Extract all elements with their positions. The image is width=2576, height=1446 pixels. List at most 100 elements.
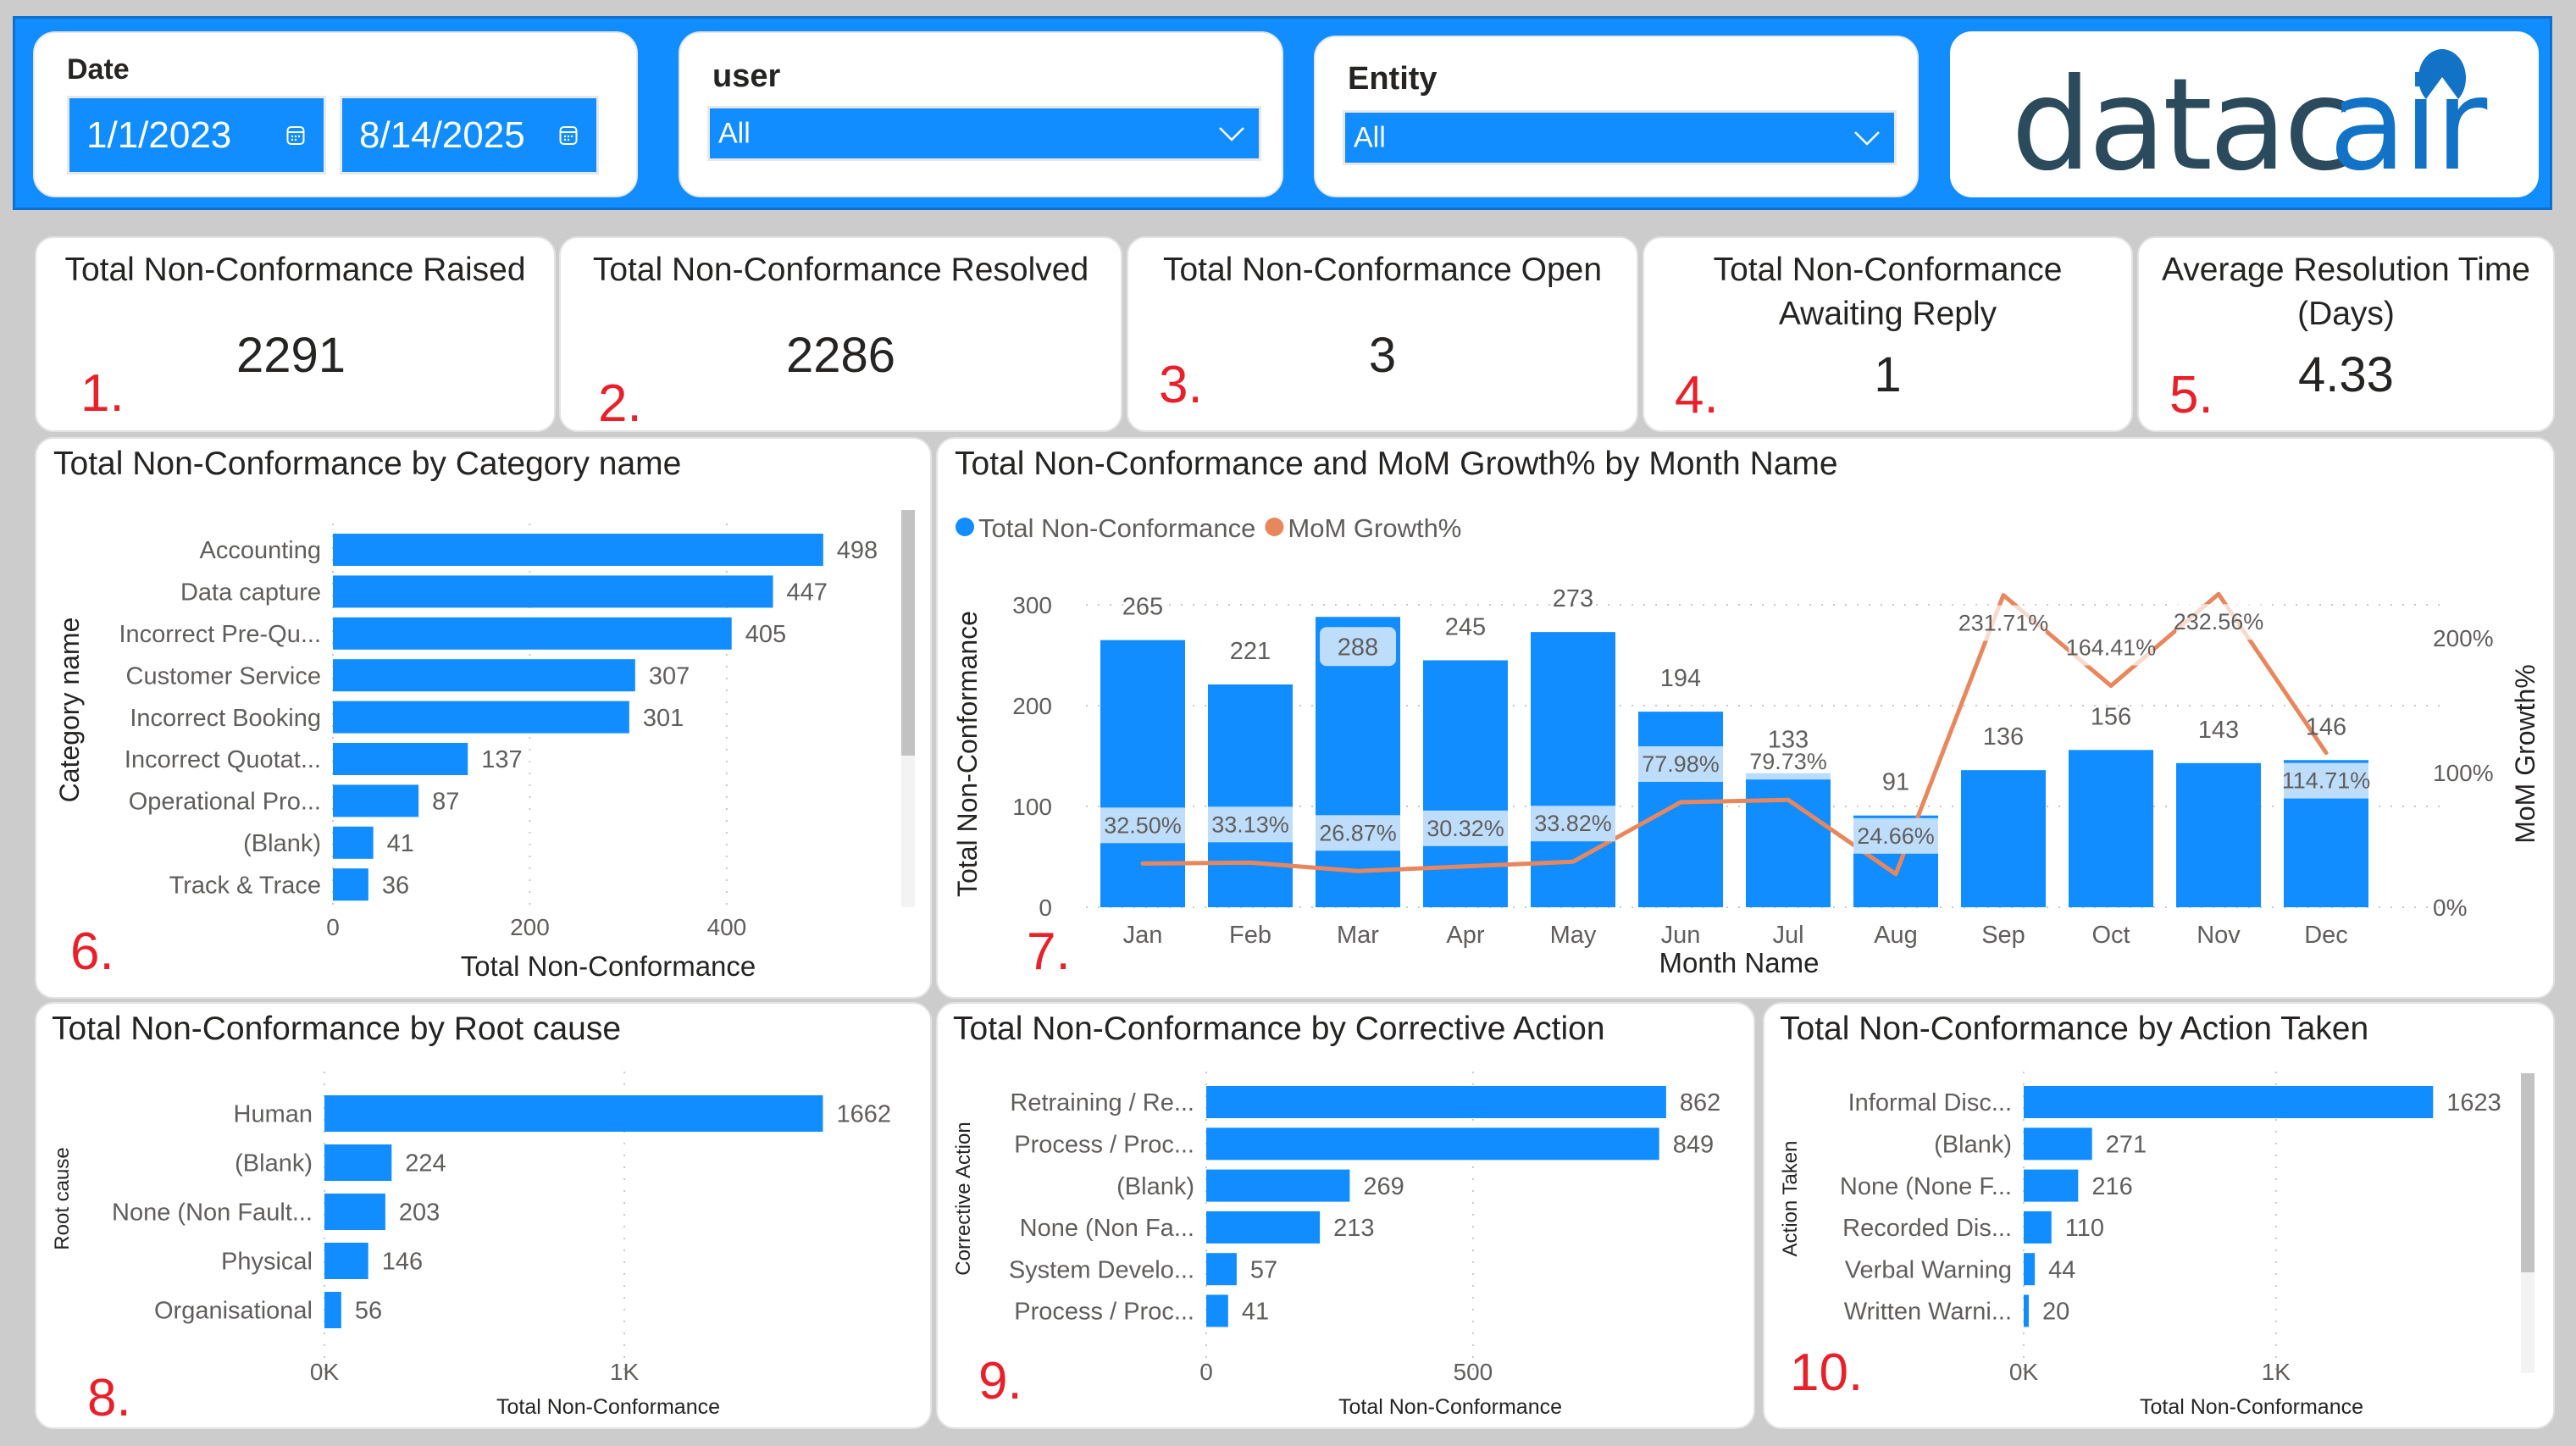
x-tick-label: Feb [1229,922,1271,949]
data-label: 213 [1333,1215,1374,1242]
chevron-down-icon[interactable] [1216,124,1247,144]
data-label-background [1316,815,1400,851]
entity-slicer-title: Entity [1348,61,1438,97]
data-label-background [1423,810,1508,846]
entity-slicer: Entity All [1314,36,1919,197]
x-tick-label: 0 [1199,1359,1213,1385]
data-label: 56 [355,1298,382,1325]
end-date-input[interactable]: 8/14/2025 [340,96,599,175]
data-label: 862 [1680,1089,1720,1116]
end-date-value: 8/14/2025 [359,114,525,156]
bar [2024,1253,2036,1286]
kpi-value: 4.33 [2298,347,2394,402]
user-slicer: user All [679,31,1283,197]
bar [333,784,419,817]
data-label-background [1853,817,1938,854]
category-label: Written Warni... [1844,1299,2012,1326]
y-tick-label: 0 [1039,895,1052,921]
kpi-title: Total Non-Conformance Open [1162,252,1603,288]
start-date-value: 1/1/2023 [86,114,232,156]
category-label: System Develo... [1009,1256,1194,1283]
kpi-card-raised: Total Non-Conformance Raised 2291 1. [35,236,556,432]
bar [324,1095,823,1132]
bar-data-label: 136 [1983,723,2024,751]
chart-card-actiontaken: Total Non-Conformance by Action Taken 10… [1763,1002,2555,1429]
category-label: Process / Proc... [1014,1131,1194,1158]
category-label: Organisational [154,1298,313,1325]
chart-card-rootcause: Total Non-Conformance by Root cause 8. 0… [35,1002,932,1429]
legend-label: MoM Growth% [1288,513,1461,543]
category-label: Informal Disc... [1848,1089,2012,1116]
category-label: (Blank) [235,1150,313,1177]
category-label: None (Non Fa... [1020,1215,1194,1242]
bar-data-label: 245 [1445,613,1486,640]
annotation-marker: 4. [1675,366,1719,424]
bar [2024,1294,2029,1327]
user-dropdown[interactable]: All [707,106,1261,161]
category-label: None (Non Fault... [112,1199,313,1227]
x-tick-label: 0 [326,914,340,940]
bar [333,868,368,901]
bar [1206,1211,1321,1244]
logo-card: datac air [1950,31,2539,197]
annotation-marker: 6. [70,922,114,981]
category-label: Incorrect Quotat... [125,746,321,773]
bar [333,826,374,859]
user-dropdown-value: All [718,117,751,149]
bar [333,701,629,734]
category-label: Customer Service [126,662,321,690]
annotation-marker: 8. [87,1369,131,1427]
legend-marker [1265,518,1284,536]
data-label-background [1638,746,1723,783]
line-data-label: 24.66% [1857,823,1935,849]
data-label-background [1746,744,1831,780]
annotation-marker: 1. [80,364,125,423]
category-label: Operational Pro... [129,789,321,816]
entity-dropdown-value: All [1354,121,1386,153]
data-label-background [2284,762,2368,799]
line-data-label: 231.71% [1958,611,2049,636]
y-axis-title: Action Taken [1779,1141,1802,1257]
y2-tick-label: 200% [2433,625,2494,651]
chevron-down-icon[interactable] [1852,128,1882,148]
bar-data-label: 288 [1338,634,1378,661]
line-data-label: 79.73% [1749,749,1827,774]
x-tick-label: Jan [1123,922,1163,949]
y-axis-title: Corrective Action [952,1122,975,1275]
data-label: 405 [745,621,786,648]
kpi-value: 2286 [785,328,896,383]
entity-dropdown[interactable]: All [1343,110,1897,165]
bar [324,1194,385,1230]
calendar-icon[interactable] [286,125,305,146]
bar [1206,1169,1350,1202]
annotation-marker: 3. [1159,356,1203,414]
y2-tick-label: 0% [2433,895,2467,921]
start-date-input[interactable]: 1/1/2023 [67,96,326,175]
scrollbar-thumb[interactable] [901,510,915,756]
date-slicer-title: Date [67,53,130,86]
annotation-marker: 7. [1027,922,1071,981]
date-slicer: Date 1/1/2023 8/14/2025 [33,31,638,197]
kpi-card-avg-resolution: Average Resolution Time (Days) 4.33 5. [2137,236,2555,432]
category-label: Human [234,1101,313,1128]
bar [1206,1294,1228,1327]
kpi-card-awaiting: Total Non-Conformance Awaiting Reply 1 4… [1643,236,2133,432]
bar-data-label: 194 [1660,665,1701,692]
data-label: 110 [2065,1215,2104,1242]
data-label: 20 [2042,1299,2069,1326]
bar [1531,632,1615,907]
category-label: (Blank) [243,830,321,857]
logo-text-dark: datac [2011,52,2350,194]
x-axis-title: Total Non-Conformance [2140,1395,2363,1419]
calendar-icon[interactable] [559,125,578,146]
data-label-background [2069,629,2153,666]
rootcause-bar-chart: 0K 1K Human 1662 (Blank) 224 None (Non Fault..… [51,1072,891,1419]
chart-card-corrective: Total Non-Conformance by Corrective Acti… [936,1002,1755,1429]
x-tick-label: 0K [310,1359,340,1385]
data-label: 1662 [836,1101,891,1128]
kpi-title: Total Non-Conformance Raised [64,252,526,288]
category-label: Verbal Warning [1845,1256,2012,1283]
bar-data-label: 265 [1122,594,1163,621]
scrollbar-thumb[interactable] [2521,1073,2534,1272]
x-tick-label: Jul [1772,922,1803,949]
